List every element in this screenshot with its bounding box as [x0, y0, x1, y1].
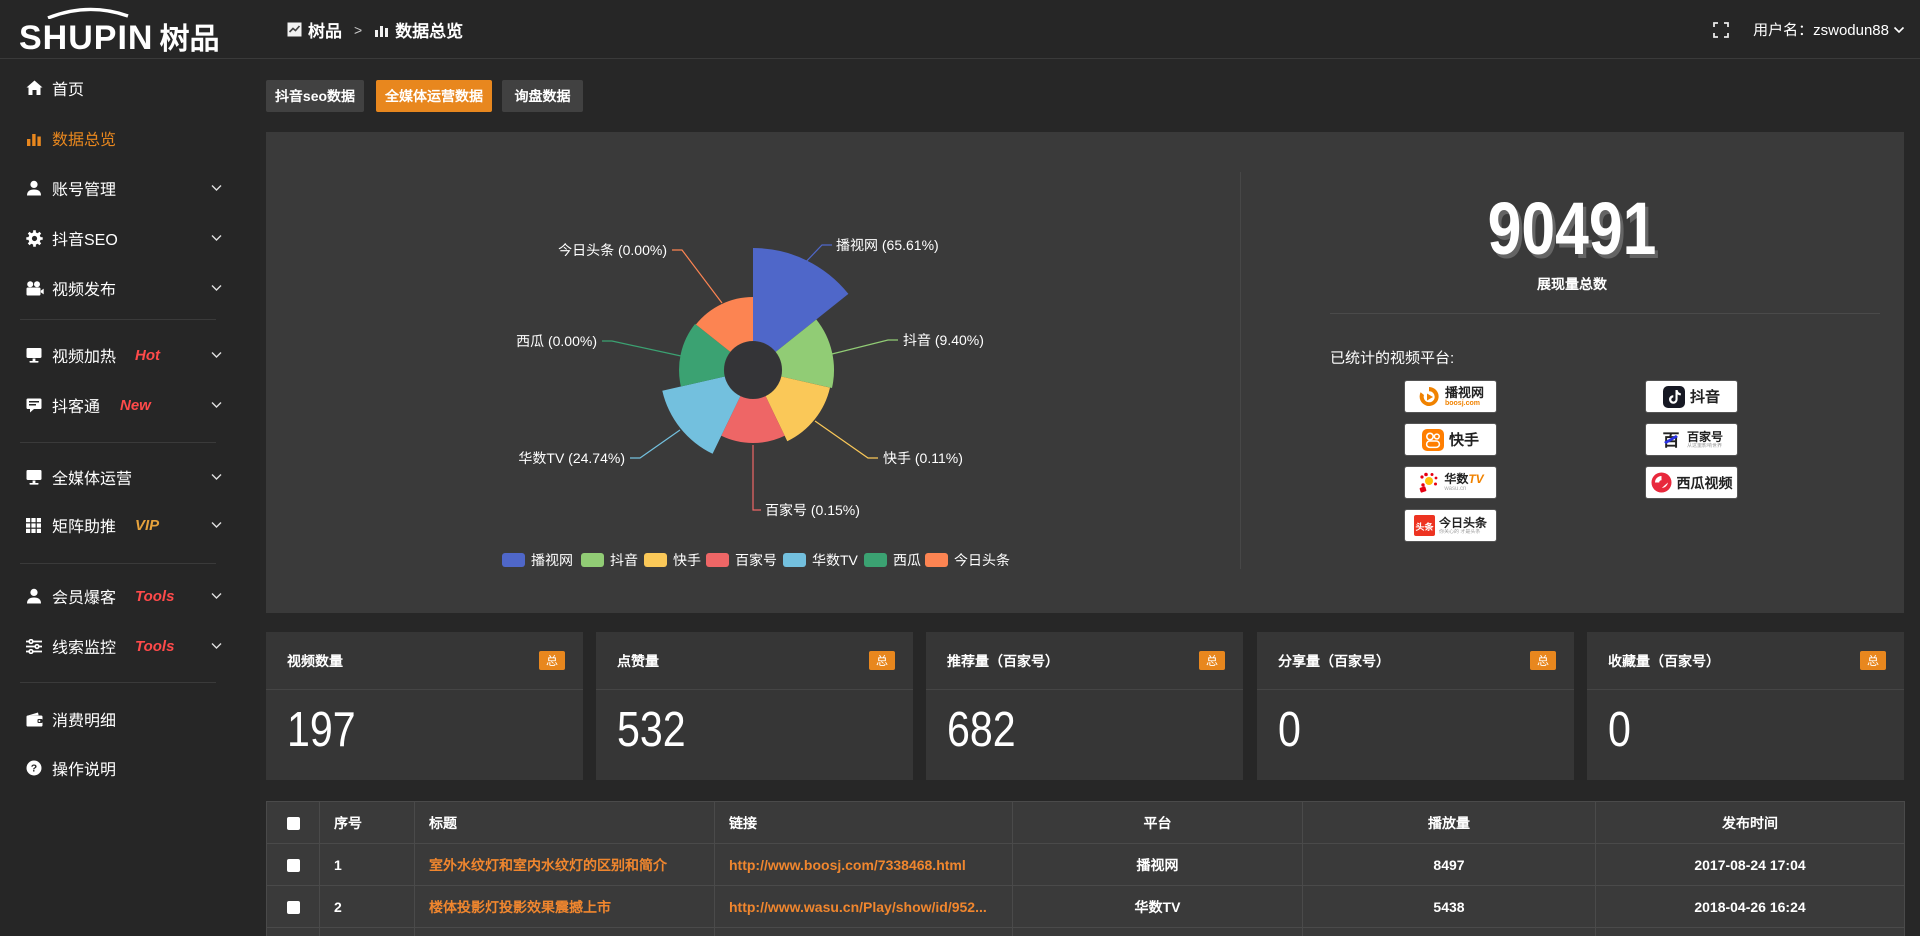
svg-text:快手 (0.11%): 快手 (0.11%): [883, 450, 963, 466]
svg-text:西瓜 (0.00%): 西瓜 (0.00%): [516, 333, 597, 349]
svg-text:?: ?: [31, 763, 37, 775]
svg-text:头条: 头条: [1415, 520, 1434, 533]
svg-text:快手: 快手: [673, 552, 701, 568]
svg-text:播视网 (65.61%): 播视网 (65.61%): [836, 237, 939, 253]
svg-text:华数TV (24.74%): 华数TV (24.74%): [518, 450, 625, 466]
svg-text:今日头条: 今日头条: [954, 552, 1010, 568]
svg-text:西瓜: 西瓜: [893, 552, 921, 568]
svg-text:百家号 (0.15%): 百家号 (0.15%): [765, 502, 860, 518]
svg-text:今日头条 (0.00%): 今日头条 (0.00%): [558, 242, 667, 258]
svg-text:抖音 (9.40%): 抖音 (9.40%): [903, 332, 984, 348]
svg-text:华数TV: 华数TV: [812, 552, 859, 568]
svg-text:抖音: 抖音: [610, 552, 638, 568]
svg-text:播视网: 播视网: [531, 552, 573, 568]
svg-text:百家号: 百家号: [735, 552, 777, 568]
